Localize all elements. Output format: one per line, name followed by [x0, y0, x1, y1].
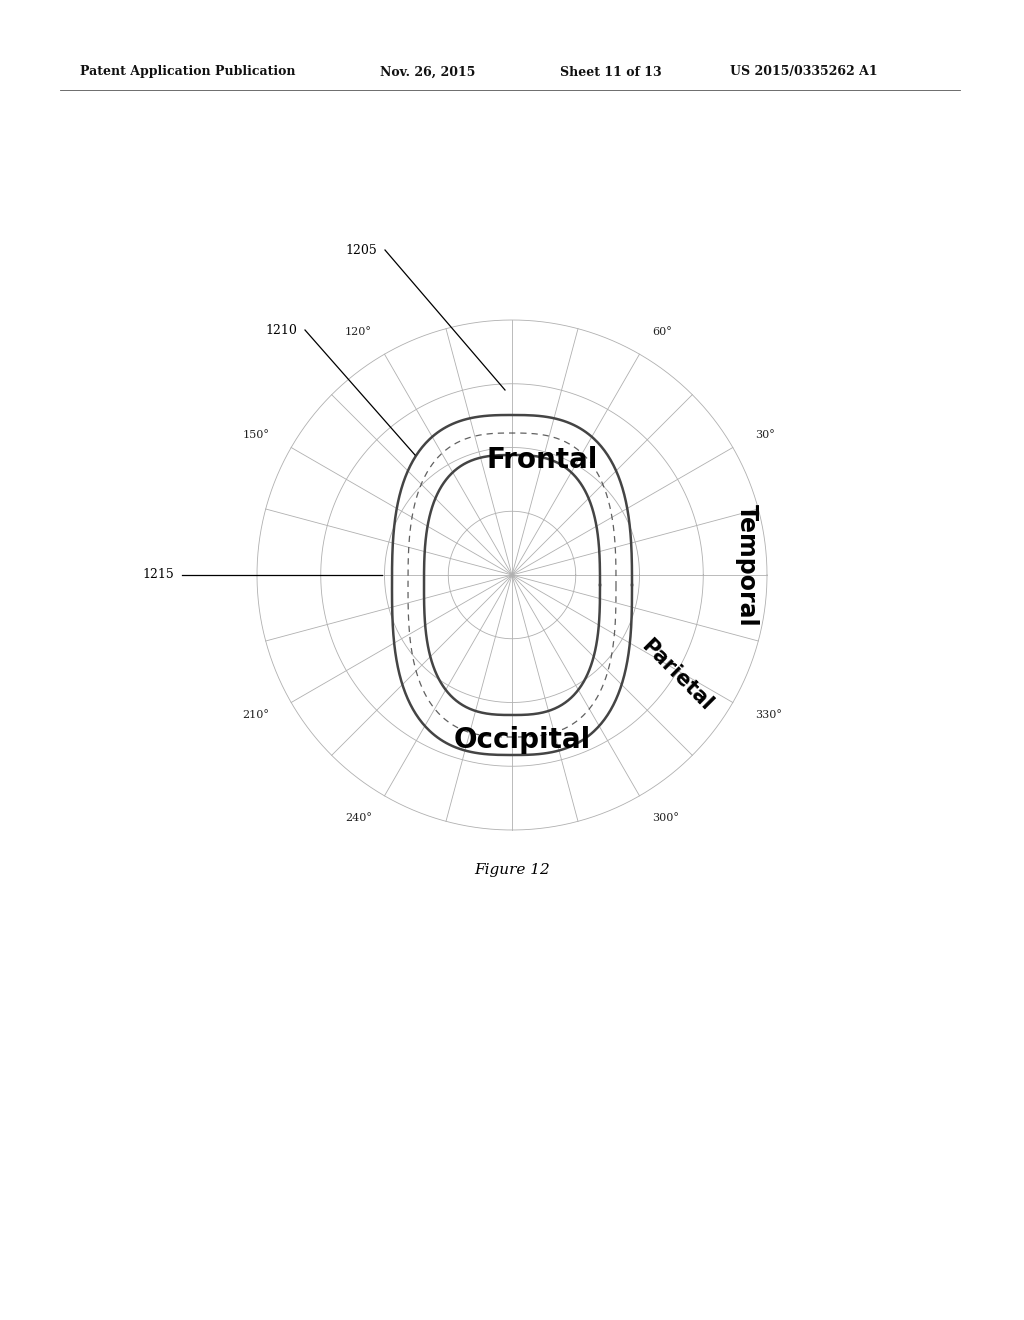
Text: 1215: 1215 — [142, 569, 174, 582]
Text: Sheet 11 of 13: Sheet 11 of 13 — [560, 66, 662, 78]
Text: 1210: 1210 — [265, 323, 297, 337]
Text: Parietal: Parietal — [638, 635, 717, 714]
Text: 300°: 300° — [652, 813, 679, 822]
Text: Occipital: Occipital — [454, 726, 591, 754]
Text: Frontal: Frontal — [486, 446, 598, 474]
Text: 30°: 30° — [755, 430, 775, 440]
Text: 240°: 240° — [345, 813, 372, 822]
Text: 150°: 150° — [243, 430, 269, 440]
Text: Patent Application Publication: Patent Application Publication — [80, 66, 296, 78]
Text: 120°: 120° — [345, 327, 372, 337]
Text: 330°: 330° — [755, 710, 781, 721]
Text: Temporal: Temporal — [735, 504, 759, 626]
Text: 1205: 1205 — [345, 243, 377, 256]
Text: Nov. 26, 2015: Nov. 26, 2015 — [380, 66, 475, 78]
Text: US 2015/0335262 A1: US 2015/0335262 A1 — [730, 66, 878, 78]
Text: Figure 12: Figure 12 — [474, 863, 550, 876]
Text: 60°: 60° — [652, 327, 672, 337]
Text: 210°: 210° — [243, 710, 269, 721]
